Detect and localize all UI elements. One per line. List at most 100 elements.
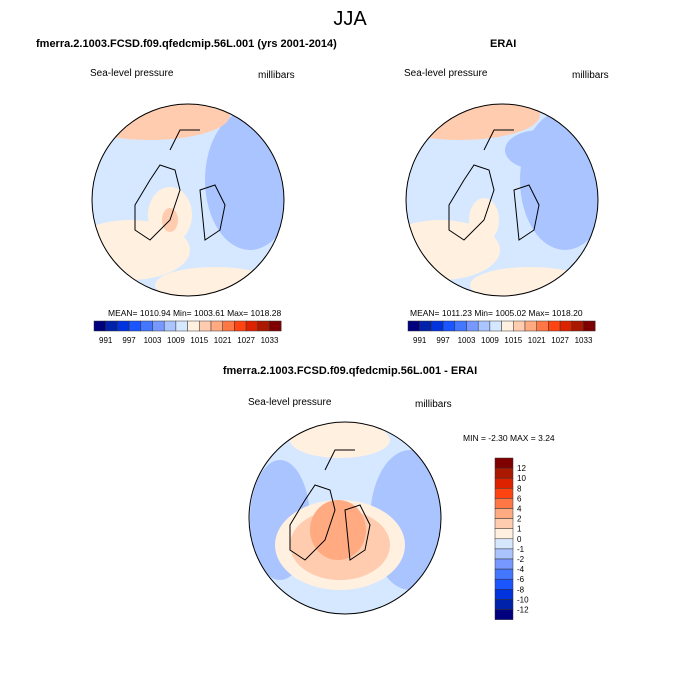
colorbar-swatch — [419, 320, 432, 332]
colorbar-label: 997 — [436, 336, 450, 345]
colorbar-label: 2 — [517, 515, 522, 524]
panel-2-stats: MEAN= 1011.23 Min= 1005.02 Max= 1018.20 — [410, 308, 583, 318]
colorbar-swatch — [454, 320, 467, 332]
colorbar-swatch — [513, 320, 526, 332]
colorbar-swatch — [257, 320, 270, 332]
colorbar-label: 997 — [122, 336, 136, 345]
colorbar-swatch — [536, 320, 549, 332]
colorbar-label: 1021 — [528, 336, 546, 345]
panel-3-title: fmerra.2.1003.FCSD.f09.qfedcmip.56L.001 … — [222, 365, 478, 377]
colorbar-swatch — [210, 320, 223, 332]
colorbar-swatch — [489, 320, 502, 332]
colorbar-label: -6 — [517, 575, 525, 584]
figure-title: JJA — [333, 8, 367, 30]
colorbar-swatch — [494, 609, 514, 620]
colorbar-label: 1033 — [261, 336, 279, 345]
colorbar-swatch — [93, 320, 106, 332]
colorbar-label: 1033 — [575, 336, 593, 345]
map-model — [91, 103, 285, 297]
colorbar-label: 10 — [517, 474, 526, 483]
colorbar-label: 1015 — [504, 336, 522, 345]
colorbar-label: 1015 — [190, 336, 208, 345]
colorbar-swatch — [494, 518, 514, 529]
colorbar-swatch — [466, 320, 479, 332]
colorbar-label: -4 — [517, 565, 525, 574]
colorbar-label: -12 — [517, 606, 529, 615]
colorbar-label: -2 — [517, 555, 525, 564]
colorbar-swatch — [571, 320, 584, 332]
colorbar-label: 1003 — [144, 336, 162, 345]
colorbar-swatch — [494, 538, 514, 550]
colorbar-swatch — [548, 320, 561, 332]
colorbar-swatch — [494, 568, 514, 580]
colorbar-swatch — [431, 320, 444, 332]
colorbar-swatch — [269, 320, 282, 332]
colorbar-swatch — [494, 467, 514, 479]
colorbar-swatch — [501, 320, 514, 332]
panel-1-title: fmerra.2.1003.FCSD.f09.qfedcmip.56L.001 … — [36, 38, 337, 50]
colorbar-label: -1 — [517, 545, 525, 554]
panel-3-stats: MIN = -2.30 MAX = 3.24 — [463, 433, 555, 443]
colorbar-swatch — [494, 457, 514, 469]
colorbar-model: 991 997 1003 1009 1015 1021 1027 1033 — [93, 320, 282, 345]
colorbar-swatch — [494, 558, 514, 570]
colorbar-label: 12 — [517, 464, 526, 473]
colorbar-label: 1021 — [214, 336, 232, 345]
colorbar-label: 4 — [517, 505, 522, 514]
colorbar-swatch — [442, 320, 456, 332]
colorbar-swatch — [494, 589, 514, 600]
colorbar-label: 1003 — [458, 336, 476, 345]
colorbar-swatch — [245, 320, 259, 332]
colorbar-label: -10 — [517, 595, 529, 604]
colorbar-swatch — [140, 320, 153, 332]
colorbar-swatch — [163, 320, 177, 332]
map-difference — [248, 421, 442, 615]
colorbar-swatch — [494, 578, 514, 590]
colorbar-swatch — [199, 320, 212, 332]
colorbar-swatch — [128, 320, 142, 332]
colorbar-swatch — [494, 508, 514, 519]
colorbar-swatch — [117, 320, 130, 332]
map-erai — [405, 103, 599, 297]
colorbar-label: 991 — [413, 336, 427, 345]
panel-1-units: millibars — [258, 70, 295, 81]
colorbar-label: 1027 — [237, 336, 255, 345]
colorbar-swatch — [494, 548, 514, 560]
colorbar-label: 1 — [517, 525, 522, 534]
colorbar-label: -8 — [517, 585, 525, 594]
colorbar-swatch — [175, 320, 188, 332]
panel-3-variable: Sea-level pressure — [248, 397, 332, 408]
colorbar-label: 1009 — [167, 336, 185, 345]
colorbar-swatch — [152, 320, 165, 332]
colorbar-swatch — [105, 320, 118, 332]
colorbar-swatch — [187, 320, 200, 332]
colorbar-swatch — [234, 320, 247, 332]
colorbar-swatch — [494, 477, 514, 489]
colorbar-label: 1009 — [481, 336, 499, 345]
colorbar-swatch — [559, 320, 573, 332]
colorbar-swatch — [222, 320, 235, 332]
colorbar-label: 1027 — [551, 336, 569, 345]
panel-2-units: millibars — [572, 70, 609, 81]
colorbar-swatch — [494, 498, 514, 509]
panel-2-variable: Sea-level pressure — [404, 68, 488, 79]
colorbar-label: 991 — [99, 336, 113, 345]
colorbar-swatch — [494, 599, 514, 610]
panel-1-variable: Sea-level pressure — [90, 68, 174, 79]
colorbar-label: 6 — [517, 494, 522, 503]
colorbar-label: 8 — [517, 484, 522, 493]
colorbar-swatch — [524, 320, 537, 332]
colorbar-swatch — [407, 320, 420, 332]
panel-2-title: ERAI — [490, 38, 517, 50]
colorbar-swatch — [494, 528, 514, 540]
panel-3-units: millibars — [415, 399, 452, 410]
colorbar-erai: 991 997 1003 1009 1015 1021 1027 1033 — [407, 320, 596, 345]
colorbar-label: 0 — [517, 535, 522, 544]
colorbar-swatch — [494, 488, 514, 499]
panel-1-stats: MEAN= 1010.94 Min= 1003.61 Max= 1018.28 — [108, 308, 282, 318]
colorbar-swatch — [477, 320, 491, 332]
colorbar-swatch — [583, 320, 596, 332]
